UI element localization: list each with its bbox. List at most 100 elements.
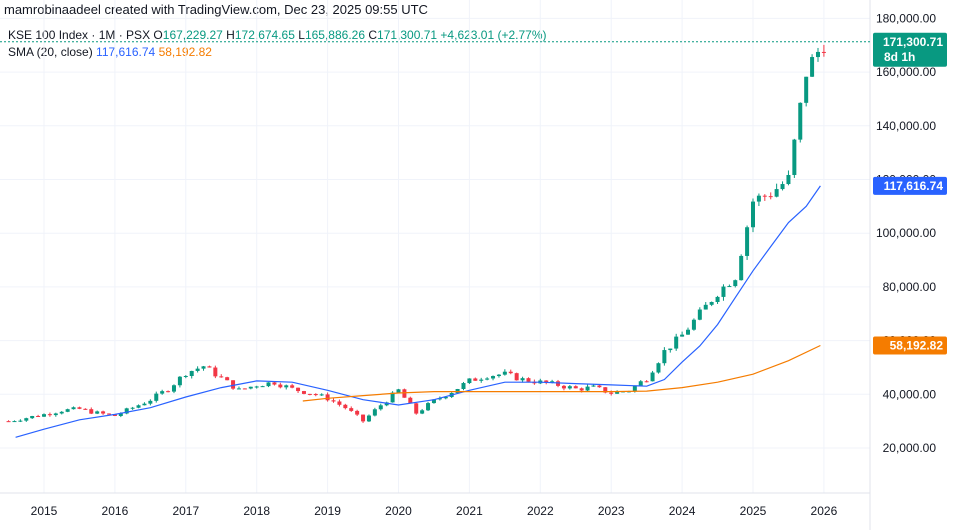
candle-body bbox=[53, 413, 58, 416]
open-value: 167,229.27 bbox=[162, 28, 223, 42]
candle-body bbox=[313, 394, 318, 396]
candle-body bbox=[272, 382, 277, 385]
candle-body bbox=[106, 413, 111, 415]
candle-body bbox=[414, 403, 419, 414]
x-tick-label: 2024 bbox=[669, 504, 696, 518]
candle-body bbox=[526, 378, 531, 382]
candle-body bbox=[355, 410, 360, 415]
candle-body bbox=[680, 334, 685, 337]
last-price-tag bbox=[873, 32, 947, 67]
candle-body bbox=[792, 139, 797, 175]
candle-body bbox=[609, 392, 614, 394]
candle-body bbox=[337, 401, 342, 405]
candle-body bbox=[213, 367, 218, 377]
candle-body bbox=[30, 416, 35, 419]
candle-body bbox=[774, 189, 779, 197]
candle-body bbox=[89, 409, 94, 414]
candle-body bbox=[402, 389, 407, 398]
candle-body bbox=[780, 184, 785, 190]
candle-body bbox=[361, 414, 366, 422]
candle-body bbox=[437, 398, 442, 400]
candle-body bbox=[751, 201, 755, 228]
candle-body bbox=[207, 366, 212, 368]
low-value: 165,886.26 bbox=[304, 28, 365, 42]
candle-body bbox=[290, 385, 295, 388]
candle-body bbox=[615, 391, 620, 394]
candle-body bbox=[798, 102, 803, 140]
candle-body bbox=[77, 407, 82, 409]
candle-body bbox=[721, 286, 726, 297]
candle-body bbox=[579, 388, 584, 391]
candle-body bbox=[656, 363, 661, 373]
candle-body bbox=[739, 255, 744, 281]
close-value: 171,300.71 bbox=[377, 28, 438, 42]
candle-body bbox=[556, 381, 561, 386]
sma-blue-tag-text: 117,616.74 bbox=[884, 179, 944, 193]
y-tick-label: 100,000.00 bbox=[876, 226, 936, 240]
candle-body bbox=[254, 386, 259, 388]
candle-body bbox=[101, 411, 106, 414]
candle-body bbox=[183, 375, 188, 377]
candle-body bbox=[266, 382, 271, 387]
x-tick-label: 2019 bbox=[314, 504, 341, 518]
candle-body bbox=[496, 374, 501, 377]
x-axis[interactable]: 2015 2016 2017 2018 2019 2020 2021 2022 2023 2024… bbox=[31, 504, 838, 518]
sma-orange-value: 58,192.82 bbox=[158, 45, 212, 59]
candle-body bbox=[815, 51, 820, 58]
x-tick-label: 2017 bbox=[172, 504, 199, 518]
y-tick-label: 160,000.00 bbox=[876, 65, 936, 79]
candle-body bbox=[585, 386, 590, 391]
candle-body bbox=[248, 386, 253, 389]
candle-body bbox=[550, 381, 555, 383]
sma-label[interactable]: SMA (20, close) bbox=[8, 45, 93, 59]
y-tick-label: 80,000.00 bbox=[883, 280, 937, 294]
candle-body bbox=[697, 309, 702, 320]
candle-body bbox=[603, 387, 608, 393]
candle-body bbox=[124, 408, 129, 414]
candle-body bbox=[804, 76, 809, 103]
candle-body bbox=[319, 394, 324, 396]
candle-body bbox=[148, 400, 153, 404]
candle-body bbox=[431, 399, 436, 404]
candle-body bbox=[177, 376, 182, 386]
candle-body bbox=[703, 304, 708, 310]
candle-body bbox=[479, 379, 484, 381]
candle-body bbox=[821, 51, 826, 53]
sma-orange-tag bbox=[873, 336, 947, 355]
chart-credit: mamrobinaadeel created with TradingView.… bbox=[4, 2, 428, 17]
candle-body bbox=[544, 380, 549, 383]
candle-body bbox=[662, 350, 667, 364]
x-tick-label: 2021 bbox=[456, 504, 483, 518]
candle-body bbox=[733, 280, 738, 287]
x-tick-label: 2026 bbox=[811, 504, 838, 518]
candle-body bbox=[47, 414, 52, 416]
candle-body bbox=[573, 386, 578, 389]
candle-body bbox=[225, 377, 230, 381]
candle-body bbox=[154, 393, 159, 401]
x-tick-label: 2020 bbox=[385, 504, 412, 518]
candle-body bbox=[71, 407, 76, 410]
candle-body bbox=[201, 366, 206, 369]
candle-body bbox=[691, 319, 696, 330]
grid bbox=[0, 0, 870, 493]
candle-body bbox=[384, 402, 389, 406]
candle-body bbox=[396, 389, 401, 393]
candle-body bbox=[331, 400, 336, 402]
candle-body bbox=[644, 381, 649, 383]
candle-body bbox=[715, 296, 720, 303]
candle-body bbox=[130, 407, 135, 409]
close-label: C bbox=[368, 28, 378, 42]
candle-body bbox=[349, 408, 354, 411]
open-label: O bbox=[153, 28, 163, 42]
candle-body bbox=[632, 385, 637, 392]
candle-body bbox=[284, 385, 289, 388]
candle-body bbox=[171, 385, 176, 392]
y-axis[interactable]: 20,000.0040,000.0060,000.0080,000.00100,… bbox=[876, 11, 936, 455]
sma-blue-tag bbox=[873, 176, 947, 195]
candle-body bbox=[18, 420, 23, 422]
candle-body bbox=[260, 386, 265, 388]
candle-body bbox=[745, 227, 750, 256]
y-tick-label: 40,000.00 bbox=[883, 387, 937, 401]
candle-body bbox=[638, 381, 643, 386]
